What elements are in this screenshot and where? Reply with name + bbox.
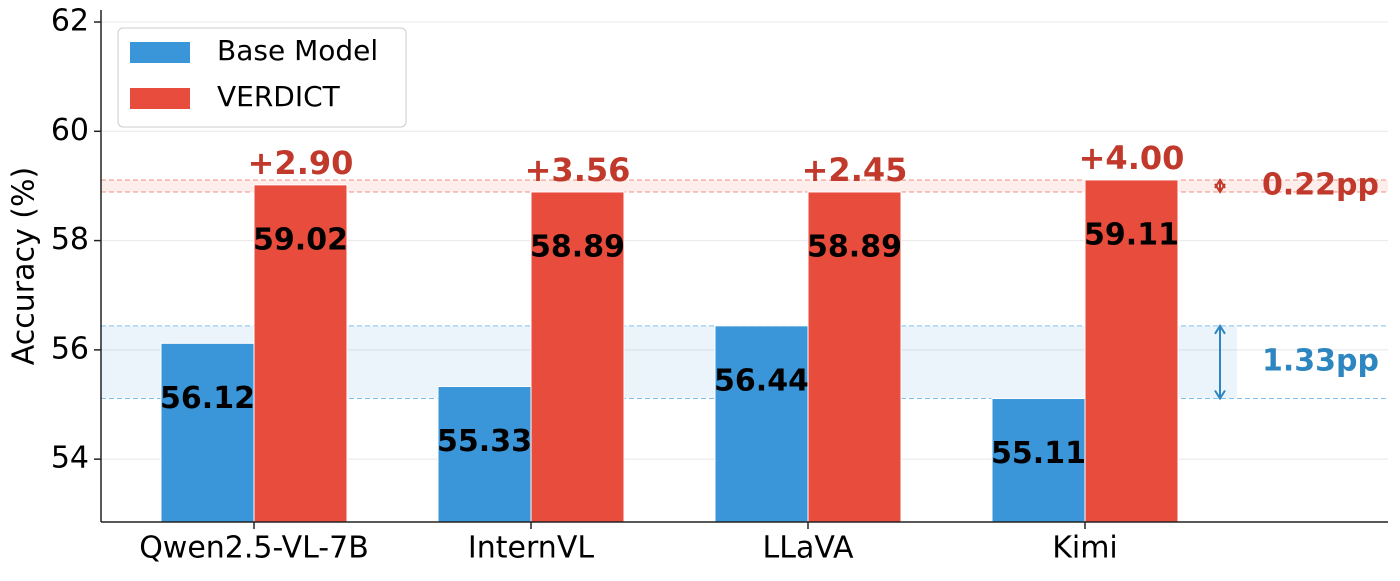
y-axis-title: Accuracy (%): [7, 167, 42, 365]
value-label: 55.33: [437, 424, 532, 459]
bar: [437, 385, 532, 523]
bar: [160, 342, 255, 523]
y-tick-label: 58: [51, 222, 89, 257]
value-label: 58.89: [807, 229, 902, 264]
arrow-head: [1214, 183, 1226, 194]
range-label: 1.33pp: [1262, 344, 1379, 379]
bar: [1084, 179, 1179, 523]
bar: [714, 325, 809, 523]
bar: [991, 398, 1086, 523]
value-label: 58.89: [530, 229, 625, 264]
diff-label: +3.56: [525, 151, 631, 189]
bar: [253, 184, 348, 523]
value-label: 59.11: [1084, 217, 1179, 252]
bar: [807, 191, 902, 523]
x-tick-label: Qwen2.5-VL-7B: [139, 531, 369, 566]
value-label: 59.02: [253, 222, 348, 257]
y-tick-label: 56: [51, 331, 89, 366]
x-tick-label: InternVL: [468, 531, 594, 566]
x-tick-label: LLaVA: [763, 531, 854, 566]
arrow-head: [1214, 389, 1226, 401]
diff-label: +2.45: [802, 151, 908, 189]
legend-swatch: [130, 42, 190, 63]
x-tick-label: Kimi: [1052, 531, 1118, 566]
diff-label: +2.90: [248, 144, 354, 182]
y-tick-label: 54: [51, 441, 89, 476]
bar: [530, 191, 625, 523]
range-band: [101, 179, 1388, 192]
value-label: 56.12: [160, 381, 255, 416]
range-label: 0.22pp: [1262, 167, 1379, 202]
value-label: 56.44: [714, 363, 809, 398]
legend-label: Base Model: [217, 34, 378, 67]
y-tick-label: 62: [51, 4, 89, 39]
arrow-head: [1214, 323, 1226, 335]
diff-label: +4.00: [1079, 139, 1185, 177]
legend-label: VERDICT: [217, 80, 341, 113]
legend-swatch: [130, 88, 190, 109]
y-tick-label: 60: [51, 113, 89, 148]
value-label: 55.11: [991, 436, 1086, 471]
